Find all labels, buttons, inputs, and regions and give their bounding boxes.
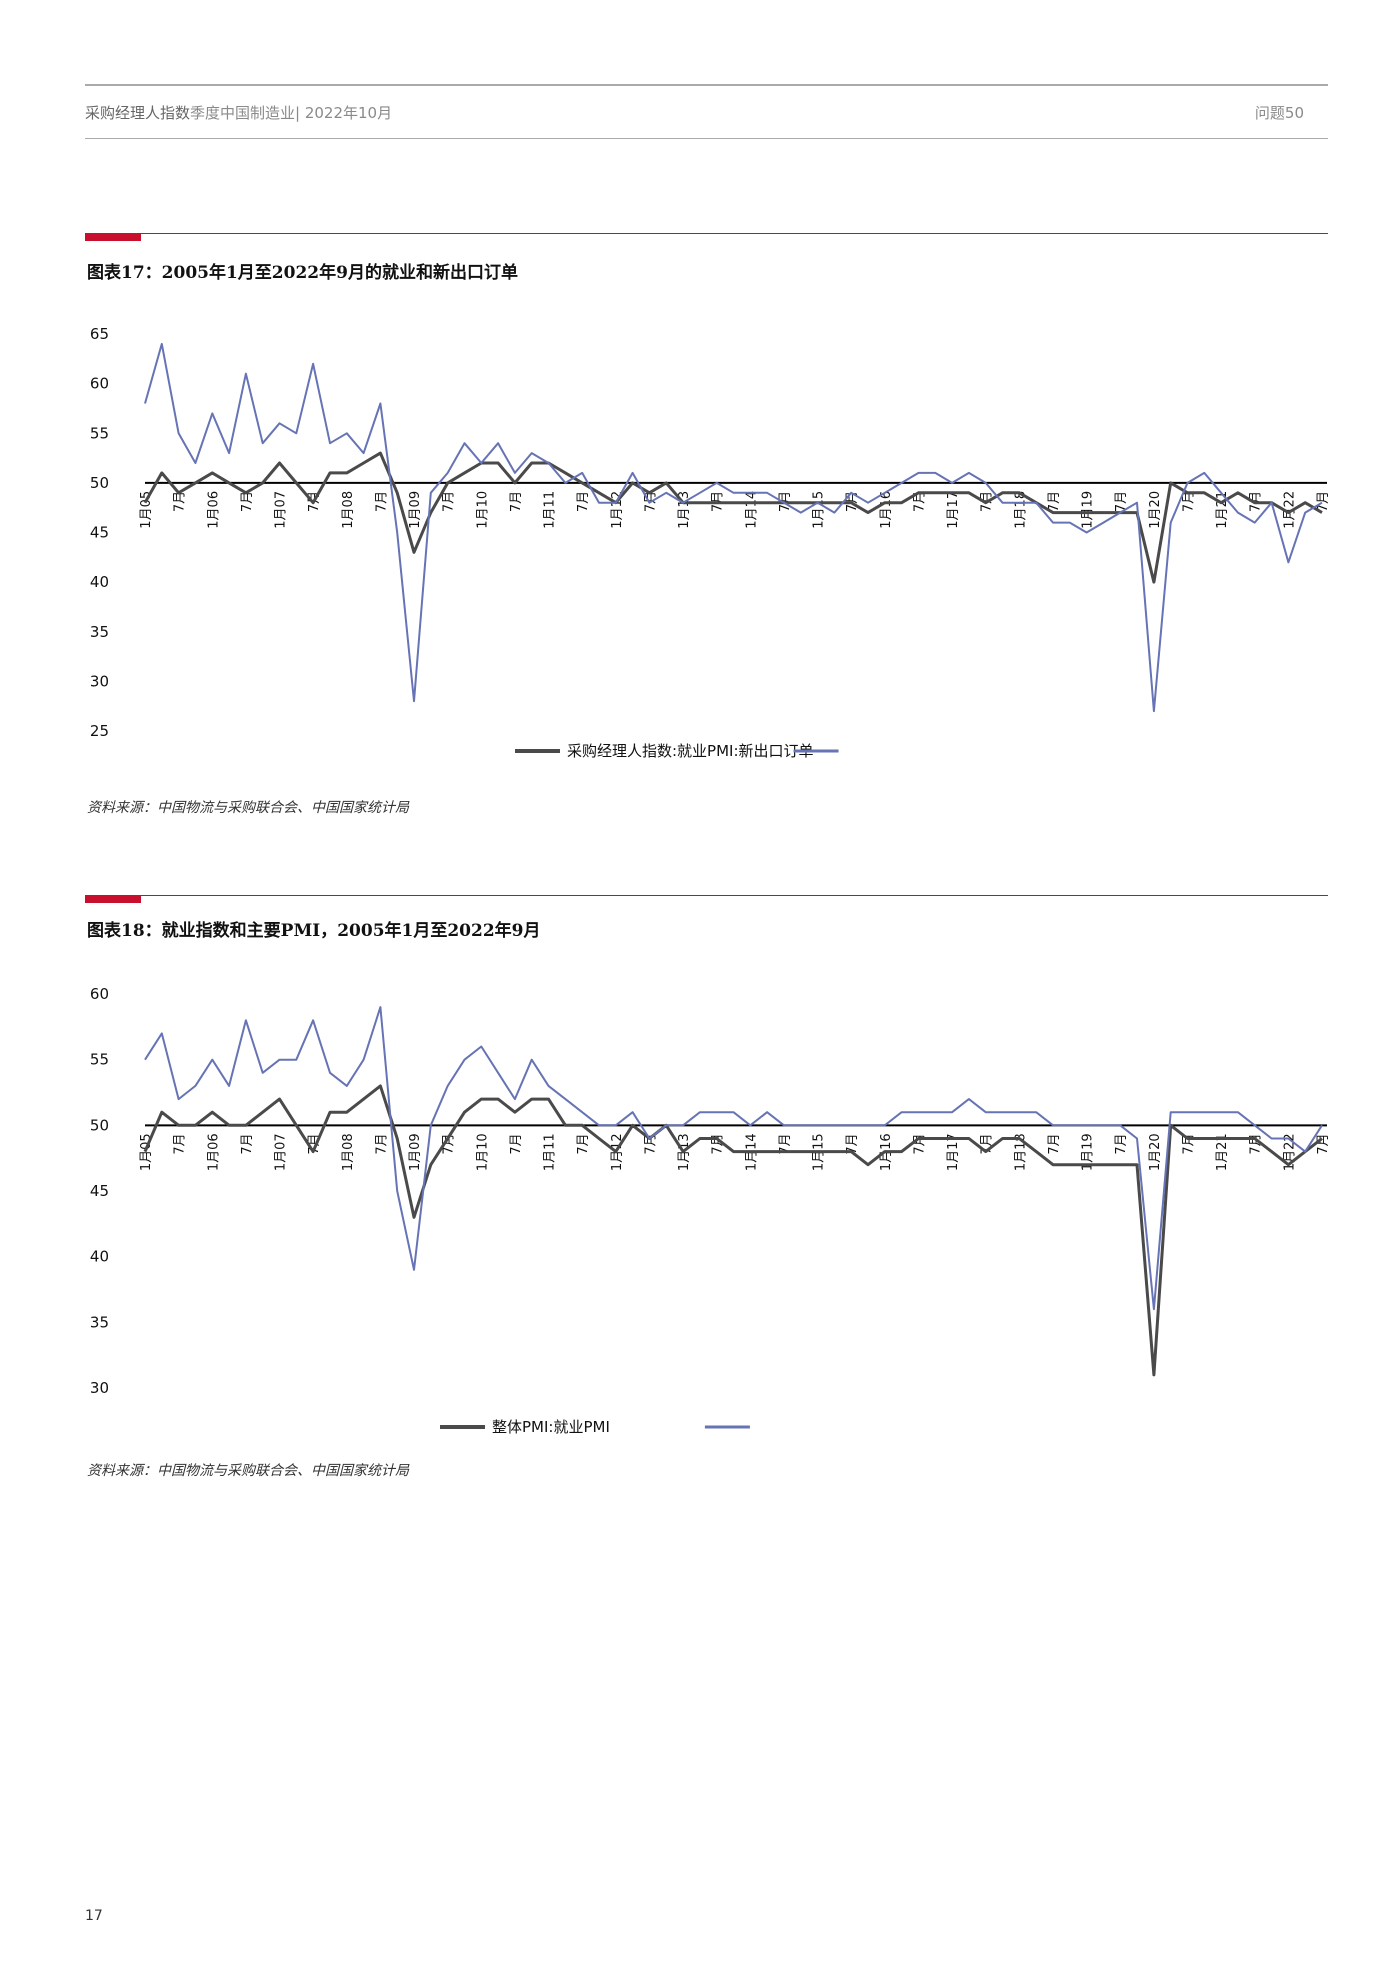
x-tick-label: 7月	[1181, 491, 1196, 512]
y-tick-label: 30	[90, 1379, 109, 1397]
y-tick-label: 50	[90, 474, 109, 492]
x-tick-label: 1月08	[341, 491, 356, 529]
x-tick-label: 7月	[240, 1133, 255, 1154]
y-tick-label: 40	[90, 573, 109, 591]
x-tick-label: 7月	[442, 491, 457, 512]
header-strong: 采购经理人指数	[85, 104, 191, 122]
section-marker	[85, 895, 141, 903]
x-tick-label: 1月09	[408, 491, 423, 529]
section-marker	[85, 233, 141, 241]
x-tick-label: 1月21	[1215, 491, 1230, 529]
x-tick-label: 1月06	[206, 491, 221, 529]
x-tick-label: 1月19	[1081, 1133, 1096, 1171]
x-tick-label: 7月	[912, 491, 927, 512]
x-tick-label: 7月	[374, 1133, 389, 1154]
x-tick-label: 7月	[912, 1133, 927, 1154]
line-series	[144, 1006, 1323, 1311]
page-number: 17	[85, 1908, 103, 1924]
x-tick-label: 1月10	[475, 491, 490, 529]
header-title: 采购经理人指数季度中国制造业| 2022年10月	[85, 102, 392, 123]
x-tick-label: 7月	[576, 491, 591, 512]
source-note: 资料来源：中国物流与采购联合会、中国国家统计局	[87, 1463, 409, 1479]
x-tick-label: 7月	[778, 1133, 793, 1154]
x-tick-label: 1月22	[1282, 491, 1297, 529]
x-tick-label: 7月	[173, 1133, 188, 1154]
section-rule	[85, 233, 1328, 234]
chart: 25 30 35 40 45 50 55 60 65 1月05 7月 1月06 7月 1月07 7月 1月08…	[90, 325, 1331, 760]
x-tick-label: 7月	[374, 491, 389, 512]
x-tick-label: 1月06	[206, 1133, 221, 1171]
x-tick-label: 7月	[1047, 1133, 1062, 1154]
x-tick-label: 1月10	[475, 1133, 490, 1171]
x-tick-label: 1月09	[408, 1133, 423, 1171]
x-tick-label: 1月17	[946, 491, 961, 529]
y-tick-label: 35	[90, 623, 109, 641]
x-tick-label: 1月05	[139, 491, 154, 529]
y-tick-label: 45	[90, 1182, 109, 1200]
x-tick-label: 1月11	[543, 491, 558, 529]
y-tick-label: 55	[90, 424, 109, 442]
x-tick-label: 7月	[509, 491, 524, 512]
y-tick-label: 30	[90, 672, 109, 690]
y-tick-label: 60	[90, 985, 109, 1003]
y-tick-label: 60	[90, 375, 109, 393]
line-series	[143, 1084, 1323, 1377]
x-tick-label: 7月	[576, 1133, 591, 1154]
chart-title: 图表18：就业指数和主要PMI，2005年1月至2022年9月	[87, 921, 541, 941]
x-tick-label: 7月	[1114, 491, 1129, 512]
x-tick-label: 1月07	[274, 1133, 289, 1171]
x-tick-label: 1月21	[1215, 1133, 1230, 1171]
x-tick-label: 1月17	[946, 1133, 961, 1171]
x-tick-label: 7月	[1114, 1133, 1129, 1154]
x-tick-label: 1月18	[1013, 491, 1028, 529]
header-rule	[85, 84, 1328, 86]
y-tick-label: 45	[90, 524, 109, 542]
y-tick-label: 35	[90, 1313, 109, 1331]
line-series	[144, 342, 1323, 713]
x-tick-label: 7月	[240, 491, 255, 512]
section-rule	[85, 895, 1328, 896]
y-tick-label: 50	[90, 1116, 109, 1134]
x-tick-label: 1月20	[1148, 1133, 1163, 1171]
legend-label: 整体PMI:就业PMI	[492, 1418, 610, 1436]
header-issue: 问题50	[1254, 104, 1304, 122]
legend-label: 采购经理人指数:就业PMI:新出口订单	[567, 742, 814, 760]
x-tick-label: 1月07	[274, 491, 289, 529]
x-tick-label: 7月	[1047, 491, 1062, 512]
x-tick-label: 1月16	[879, 491, 894, 529]
x-tick-label: 1月15	[812, 491, 827, 529]
x-tick-label: 1月14	[744, 491, 759, 529]
x-tick-label: 7月	[509, 1133, 524, 1154]
x-tick-label: 7月	[173, 491, 188, 512]
x-tick-label: 7月	[1316, 491, 1331, 512]
chart-title: 图表17：2005年1月至2022年9月的就业和新出口订单	[87, 263, 518, 283]
y-tick-label: 65	[90, 325, 109, 343]
source-note: 资料来源：中国物流与采购联合会、中国国家统计局	[87, 800, 409, 816]
x-tick-label: 7月	[1316, 1133, 1331, 1154]
y-tick-label: 25	[90, 722, 109, 740]
x-tick-label: 1月20	[1148, 491, 1163, 529]
header-rest: 季度中国制造业| 2022年10月	[190, 104, 393, 122]
x-tick-label: 1月19	[1081, 491, 1096, 529]
x-tick-label: 1月11	[543, 1133, 558, 1171]
x-tick-label: 1月08	[341, 1133, 356, 1171]
line-series	[143, 451, 1323, 584]
x-tick-label: 7月	[442, 1133, 457, 1154]
x-tick-label: 7月	[845, 1133, 860, 1154]
header-rule	[85, 138, 1328, 139]
y-tick-label: 55	[90, 1051, 109, 1069]
y-tick-label: 40	[90, 1248, 109, 1266]
